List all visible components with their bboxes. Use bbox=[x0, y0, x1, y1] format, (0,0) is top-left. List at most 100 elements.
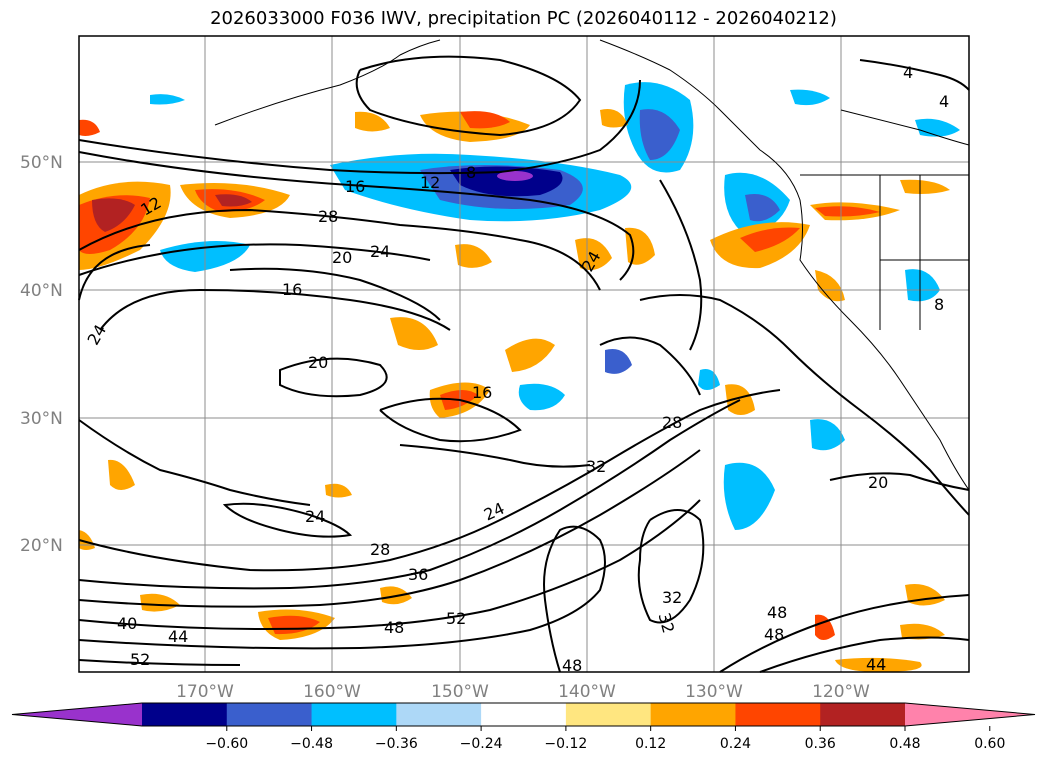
iwv-contour bbox=[829, 472, 970, 491]
colorbar-tick-label: −0.60 bbox=[205, 736, 248, 752]
iwv-contour bbox=[78, 399, 741, 590]
colorbar-segment bbox=[735, 703, 821, 726]
contour-labels: 16 12 8 28 24 20 16 12 20 24 16 24 36 32… bbox=[84, 63, 950, 675]
lon-label: 160°W bbox=[303, 682, 361, 702]
iwv-contour bbox=[222, 502, 353, 538]
contour-label: 28 bbox=[370, 540, 390, 559]
contour-label: 16 bbox=[345, 177, 365, 196]
lon-label: 150°W bbox=[431, 682, 489, 702]
map-title: 2026033000 F036 IWV, precipitation PC (2… bbox=[210, 8, 837, 29]
negative-anomaly bbox=[723, 462, 775, 530]
colorbar-tick-label: −0.12 bbox=[544, 736, 587, 752]
positive-anomaly bbox=[108, 459, 135, 490]
contour-label: 16 bbox=[472, 383, 492, 402]
contour-label: 44 bbox=[866, 655, 886, 674]
positive-anomaly bbox=[460, 111, 510, 129]
iwv-contour bbox=[78, 389, 781, 572]
negative-anomaly bbox=[150, 94, 185, 105]
latitude-labels: 50°N 40°N 30°N 20°N bbox=[20, 153, 63, 556]
colorbar-segment bbox=[650, 703, 736, 726]
iwv-contour bbox=[229, 267, 441, 321]
contour-label: 44 bbox=[168, 627, 188, 646]
colorbar-tick-label: 0.48 bbox=[889, 736, 920, 752]
colorbar-tick-label: 0.36 bbox=[805, 736, 836, 752]
contour-label: 36 bbox=[408, 565, 428, 584]
iwv-contour bbox=[759, 636, 970, 673]
contour-label: 8 bbox=[934, 295, 944, 314]
colorbar-segment bbox=[820, 703, 906, 726]
iwv-contour bbox=[78, 659, 241, 666]
lon-label: 140°W bbox=[558, 682, 616, 702]
positive-anomaly bbox=[815, 614, 835, 640]
contour-label: 20 bbox=[332, 248, 352, 267]
iwv-contour bbox=[78, 151, 635, 281]
iwv-contour bbox=[355, 55, 582, 137]
canada-border bbox=[840, 109, 970, 146]
negative-anomaly bbox=[790, 89, 830, 106]
positive-anomaly bbox=[815, 270, 845, 302]
positive-anomaly bbox=[900, 179, 950, 194]
colorbar-tick-label: 0.60 bbox=[974, 736, 1005, 752]
contour-label: 16 bbox=[282, 280, 302, 299]
iwv-contour bbox=[379, 397, 522, 443]
colorbar-tick-label: −0.48 bbox=[290, 736, 333, 752]
contour-label: 24 bbox=[370, 242, 390, 261]
contour-label: 32 bbox=[662, 588, 682, 607]
iwv-contour bbox=[859, 59, 970, 91]
iwv-contour bbox=[637, 509, 705, 624]
negative-anomaly bbox=[810, 419, 845, 451]
lon-label: 130°W bbox=[685, 682, 743, 702]
contour-label: 52 bbox=[130, 650, 150, 669]
contour-label: 48 bbox=[384, 618, 404, 637]
colorbar-extend-max bbox=[905, 703, 1035, 726]
map-frame bbox=[78, 35, 970, 673]
iwv-contour bbox=[599, 336, 701, 396]
contour-label: 4 bbox=[903, 63, 913, 82]
contour-label: 8 bbox=[466, 163, 476, 182]
contour-label: 40 bbox=[117, 614, 137, 633]
colorbar-segment bbox=[226, 703, 313, 726]
iwv-contour bbox=[78, 243, 431, 276]
lat-label: 40°N bbox=[20, 281, 63, 301]
iwv-contour bbox=[78, 244, 151, 301]
colorbar-segment bbox=[481, 703, 567, 726]
colorbar-segment bbox=[396, 703, 482, 726]
precipitation-shading bbox=[79, 82, 960, 672]
positive-anomaly bbox=[79, 119, 100, 136]
contour-label: 32 bbox=[654, 611, 678, 636]
north-america-coast bbox=[599, 39, 970, 491]
contour-label: 48 bbox=[767, 603, 787, 622]
colorbar-tick-label: 0.24 bbox=[720, 736, 751, 752]
coastlines bbox=[214, 39, 970, 491]
contour-label: 48 bbox=[764, 625, 784, 644]
positive-anomaly bbox=[215, 194, 252, 207]
contour-label: 28 bbox=[318, 207, 338, 226]
iwv-contour bbox=[399, 444, 591, 468]
negative-anomaly bbox=[745, 194, 780, 222]
lon-label: 170°W bbox=[176, 682, 234, 702]
iwv-contour bbox=[719, 594, 970, 673]
aleutian-coast bbox=[214, 39, 441, 126]
colorbar-outline bbox=[11, 702, 1036, 727]
iwv-contour bbox=[78, 79, 641, 175]
longitude-labels: 170°W 160°W 150°W 140°W 130°W 120°W bbox=[176, 682, 870, 702]
contour-label: 24 bbox=[305, 507, 325, 526]
contour-label: 52 bbox=[446, 609, 466, 628]
iwv-contour bbox=[78, 525, 606, 673]
positive-anomaly bbox=[92, 198, 135, 232]
positive-anomaly bbox=[725, 384, 755, 415]
colorbar-tick-label: −0.24 bbox=[460, 736, 503, 752]
iwv-contour bbox=[659, 179, 703, 351]
positive-anomaly bbox=[900, 623, 945, 640]
state-borders bbox=[879, 175, 969, 330]
positive-anomaly bbox=[505, 338, 555, 372]
iwv-contour bbox=[279, 357, 388, 398]
lon-label: 120°W bbox=[812, 682, 870, 702]
iwv-contour bbox=[639, 294, 970, 516]
positive-anomaly bbox=[355, 111, 390, 132]
positive-anomaly bbox=[600, 109, 628, 128]
negative-anomaly bbox=[605, 349, 632, 374]
negative-anomaly bbox=[450, 166, 563, 197]
contour-label: 12 bbox=[420, 173, 440, 192]
positive-anomaly bbox=[575, 238, 612, 271]
